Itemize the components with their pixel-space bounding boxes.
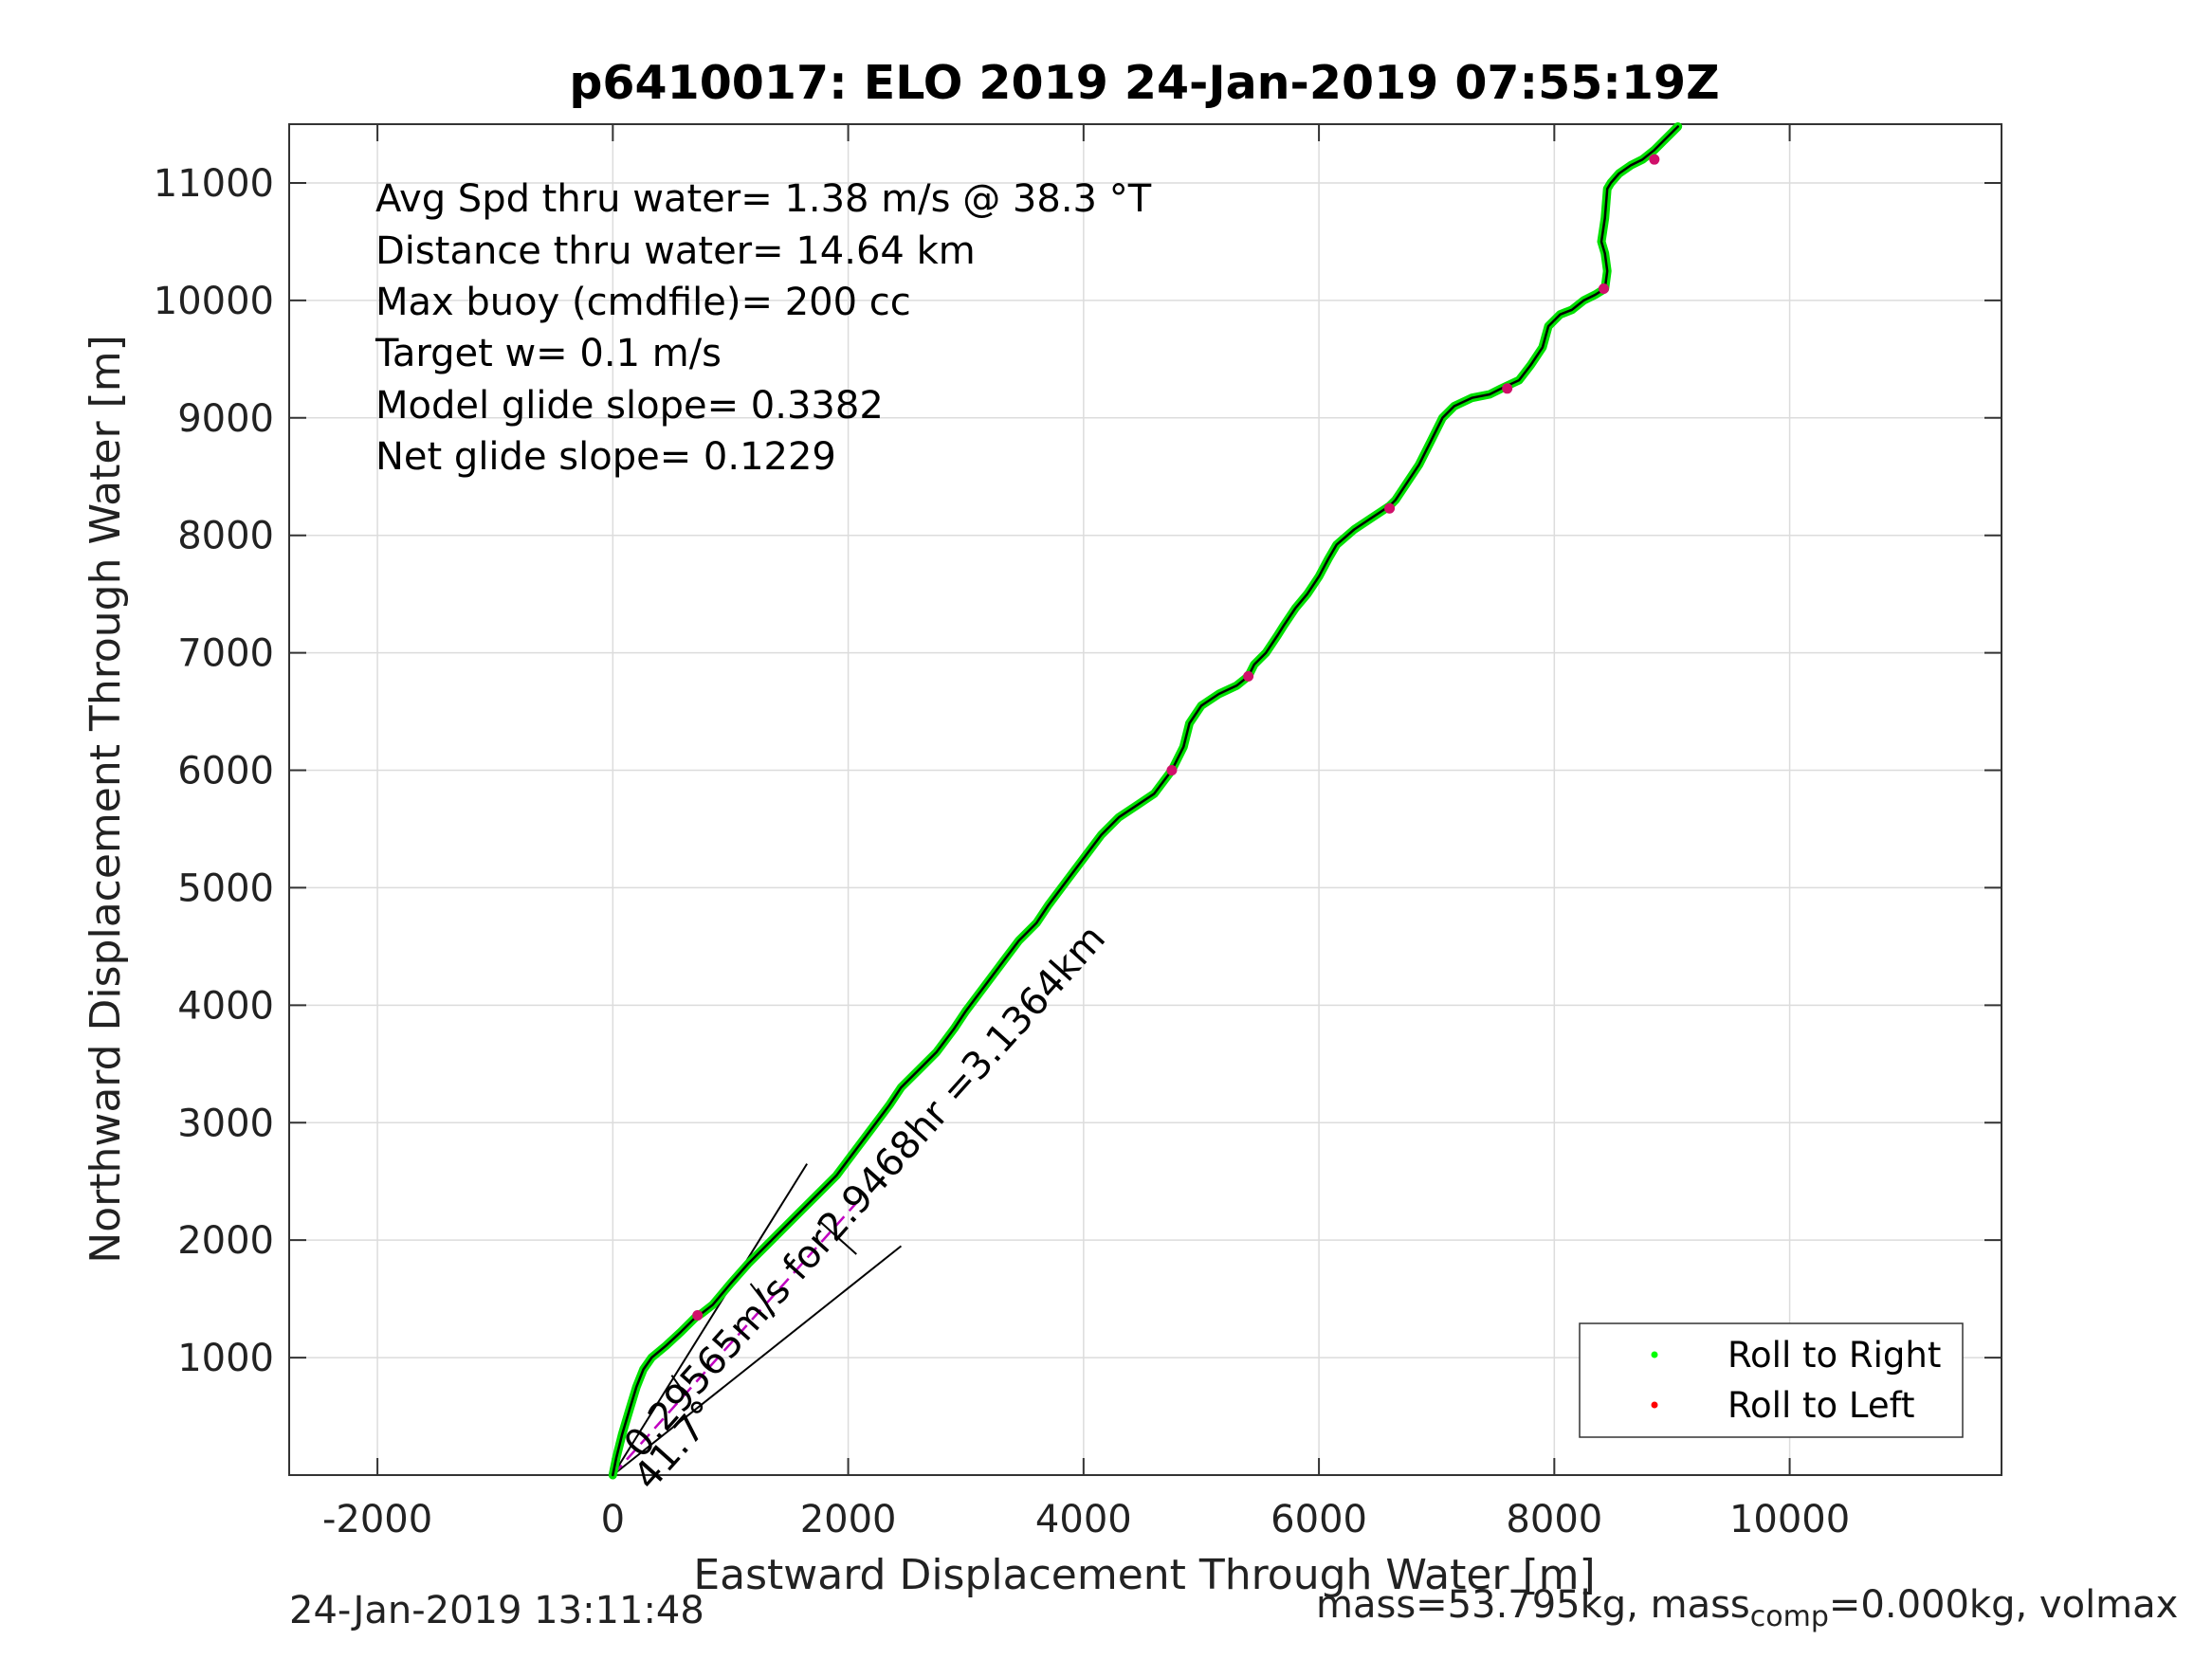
x-tick-label: 0 bbox=[601, 1498, 625, 1541]
heading-wedge-line bbox=[612, 1245, 903, 1476]
x-tick-label: 2000 bbox=[800, 1498, 897, 1541]
annotation-max-buoy: Max buoy (cmdfile)= 200 cc bbox=[375, 281, 911, 324]
annotation-model-glide: Model glide slope= 0.3382 bbox=[375, 384, 884, 428]
heading-guides bbox=[612, 1163, 903, 1476]
roll-left-point bbox=[1384, 502, 1396, 514]
legend-label-roll-left: Roll to Left bbox=[1728, 1385, 1915, 1426]
y-tick-label: 4000 bbox=[177, 984, 274, 1028]
footer-mass-sub: comp bbox=[1749, 1600, 1829, 1633]
legend: Roll to Right Roll to Left bbox=[1579, 1322, 1964, 1438]
y-tick-label: 3000 bbox=[177, 1102, 274, 1145]
track-line-inner bbox=[612, 125, 1679, 1477]
legend-marker-roll-right bbox=[1651, 1351, 1658, 1358]
x-tick-label: 8000 bbox=[1506, 1498, 1602, 1541]
footer-mass-tail: =0.000kg, volmax bbox=[1828, 1583, 2179, 1627]
y-tick-label: 2000 bbox=[177, 1219, 274, 1263]
x-tick-label: -2000 bbox=[322, 1498, 432, 1541]
roll-left-point bbox=[1243, 670, 1254, 682]
heading-wedge-line bbox=[612, 1163, 808, 1476]
annotation-avg-speed: Avg Spd thru water= 1.38 m/s @ 38.3 °T bbox=[375, 177, 1152, 221]
x-tick-label: 4000 bbox=[1035, 1498, 1132, 1541]
x-axis-label: Eastward Displacement Through Water [m] bbox=[693, 1551, 1595, 1599]
segment-label: 0.29565m/s for2.9468hr =3.1364km bbox=[616, 917, 1114, 1467]
chart-title: p6410017: ELO 2019 24-Jan-2019 07:55:19Z bbox=[569, 56, 1719, 110]
tick-labels: -2000 0 2000 4000 6000 8000 10000 1000 2000 3000 4… bbox=[154, 162, 1850, 1541]
roll-left-point bbox=[1502, 383, 1513, 394]
y-tick-label: 6000 bbox=[177, 750, 274, 793]
y-tick-label: 8000 bbox=[177, 515, 274, 558]
y-tick-label: 1000 bbox=[177, 1337, 274, 1380]
y-tick-label: 9000 bbox=[177, 397, 274, 441]
roll-left-point bbox=[692, 1309, 704, 1321]
annotation-target-w: Target w= 0.1 m/s bbox=[375, 332, 722, 375]
legend-marker-roll-left bbox=[1651, 1401, 1658, 1409]
y-axis-label: Northward Displacement Through Water [m] bbox=[82, 335, 130, 1263]
y-tick-label: 10000 bbox=[154, 280, 274, 323]
roll-left-point bbox=[1166, 765, 1178, 776]
plot-frame bbox=[288, 123, 2002, 1476]
annotation-distance: Distance thru water= 14.64 km bbox=[375, 229, 976, 273]
roll-left-point bbox=[1649, 154, 1660, 165]
footer-timestamp: 24-Jan-2019 13:11:48 bbox=[289, 1589, 704, 1632]
heading-tick bbox=[670, 1375, 687, 1396]
glider-track bbox=[608, 122, 1683, 1480]
footer-mass: mass=53.795kg, masscomp=0.000kg, volmax bbox=[1316, 1583, 2178, 1633]
axis-ticks bbox=[289, 124, 2002, 1475]
roll-left-point bbox=[1598, 283, 1609, 294]
x-tick-label: 10000 bbox=[1729, 1498, 1850, 1541]
grid bbox=[289, 124, 2002, 1475]
annotation-net-glide: Net glide slope= 0.1229 bbox=[375, 435, 836, 479]
y-tick-label: 11000 bbox=[154, 162, 274, 206]
y-tick-label: 5000 bbox=[177, 866, 274, 910]
stats-annotations: Avg Spd thru water= 1.38 m/s @ 38.3 °T D… bbox=[375, 177, 1152, 479]
x-tick-label: 6000 bbox=[1271, 1498, 1367, 1541]
heading-tick bbox=[749, 1283, 776, 1315]
legend-label-roll-right: Roll to Right bbox=[1728, 1335, 1941, 1376]
heading-tick bbox=[820, 1221, 857, 1255]
y-tick-label: 7000 bbox=[177, 632, 274, 676]
legend-box bbox=[1579, 1322, 1964, 1438]
footer-mass-text: mass=53.795kg, mass bbox=[1316, 1583, 1750, 1627]
roll-markers bbox=[692, 154, 1660, 1321]
